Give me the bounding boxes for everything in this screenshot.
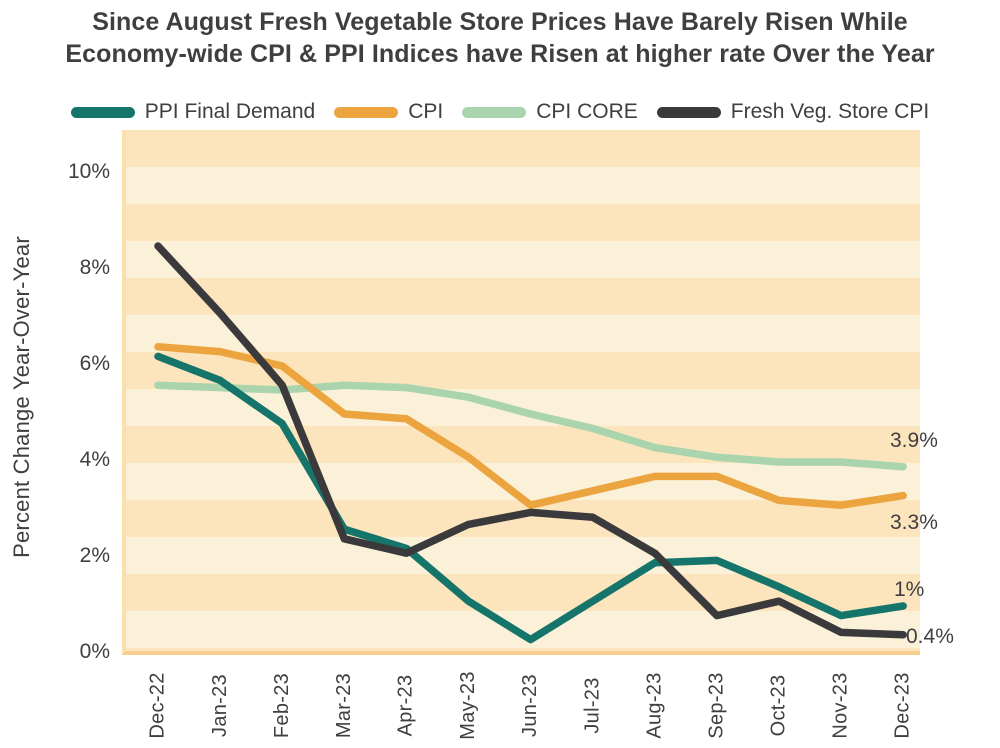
series-line-ppi-final-demand xyxy=(154,352,907,644)
y-tick-label: 8% xyxy=(79,256,110,280)
chart-title: Since August Fresh Vegetable Store Price… xyxy=(0,6,1000,70)
legend: PPI Final Demand CPI CPI CORE Fresh Veg. St… xyxy=(0,96,1000,128)
legend-item-0: PPI Final Demand xyxy=(70,100,316,124)
x-tick-text: Dec-22 xyxy=(146,671,169,739)
y-tick-label: 6% xyxy=(79,352,110,376)
legend-swatch-icon xyxy=(462,106,527,118)
series-line-cpi xyxy=(154,343,907,509)
series-end-label-0.4: 0.4% xyxy=(906,624,954,648)
series-line-fresh-veg-store-cpi xyxy=(154,242,907,639)
x-tick-text: Dec-23 xyxy=(891,671,914,739)
legend-label: CPI xyxy=(408,100,444,123)
y-tick-label: 2% xyxy=(79,544,110,568)
legend-swatch-icon xyxy=(334,106,399,118)
series-end-label-3.3: 3.3% xyxy=(890,510,938,534)
legend-swatch-icon xyxy=(656,106,721,118)
y-tick-label: 10% xyxy=(67,160,110,184)
legend-item-1: CPI xyxy=(334,100,443,124)
series-line-cpi-core xyxy=(154,381,907,471)
x-tick-text: Jan-23 xyxy=(208,673,231,737)
x-tick-text: Aug-23 xyxy=(643,671,666,739)
legend-item-3: Fresh Veg. Store CPI xyxy=(656,100,930,124)
x-tick-text: Jun-23 xyxy=(519,673,542,737)
legend-item-2: CPI CORE xyxy=(462,100,638,124)
series-end-label-1: 1% xyxy=(894,578,925,601)
x-tick-text: Oct-23 xyxy=(767,674,790,736)
plot-area xyxy=(122,130,920,655)
legend-label: PPI Final Demand xyxy=(144,100,316,123)
chart-title-line1: Since August Fresh Vegetable Store Price… xyxy=(92,8,908,36)
x-tick-text: Nov-23 xyxy=(829,671,852,739)
x-tick-text: May-23 xyxy=(457,670,479,740)
y-tick-label: 4% xyxy=(79,448,110,472)
legend-label: CPI CORE xyxy=(536,100,638,123)
y-tick-label: 0% xyxy=(79,640,110,664)
x-tick-text: Apr-23 xyxy=(394,674,417,736)
line-chart-canvas xyxy=(154,242,907,644)
x-tick-text: Mar-23 xyxy=(332,672,355,738)
legend-swatch-icon xyxy=(70,106,135,118)
legend-label: Fresh Veg. Store CPI xyxy=(730,100,930,123)
x-tick-text: Feb-23 xyxy=(270,672,293,738)
x-tick-text: Sep-23 xyxy=(705,671,728,739)
x-tick-label: Dec-23 xyxy=(860,662,946,748)
x-tick-text: Jul-23 xyxy=(581,676,604,734)
series-end-label-3.9: 3.9% xyxy=(890,428,938,452)
chart-title-line2: Economy-wide CPI & PPI Indices have Rise… xyxy=(65,40,935,68)
